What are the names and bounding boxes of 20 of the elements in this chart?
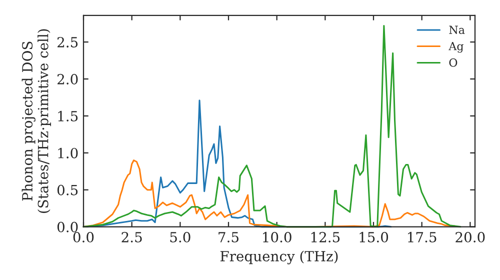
x-tick-label: 12.5 — [311, 232, 340, 242]
y-tick-label: 1.5 — [58, 110, 78, 122]
y-tick-label: 0.0 — [57, 222, 78, 232]
x-tick-label: 0.0 — [73, 232, 94, 242]
x-axis-title: Frequency (THz) — [220, 250, 338, 264]
legend-label: Na — [449, 26, 465, 34]
y-tick-label: 0.5 — [57, 184, 78, 196]
x-tick-label: 2.5 — [122, 232, 142, 242]
x-tick-label: 20.0 — [456, 232, 485, 242]
x-tick-label: 7.5 — [218, 232, 238, 242]
x-tick-label: 15.0 — [360, 232, 388, 242]
x-tick-label: 17.5 — [408, 232, 436, 242]
y-tick-label: 2.0 — [57, 74, 78, 84]
legend-label: Ag — [448, 42, 464, 53]
x-tick-label: 10.0 — [263, 232, 292, 242]
y-tick-label: 2.5 — [57, 36, 78, 48]
x-tick-label: 5.0 — [170, 232, 190, 242]
legend-label: O — [449, 58, 458, 67]
y-tick-label: 1.0 — [58, 148, 78, 158]
y-axis-title: Phonon projected DOS (States/THz·primitive cell) — [22, 29, 51, 213]
